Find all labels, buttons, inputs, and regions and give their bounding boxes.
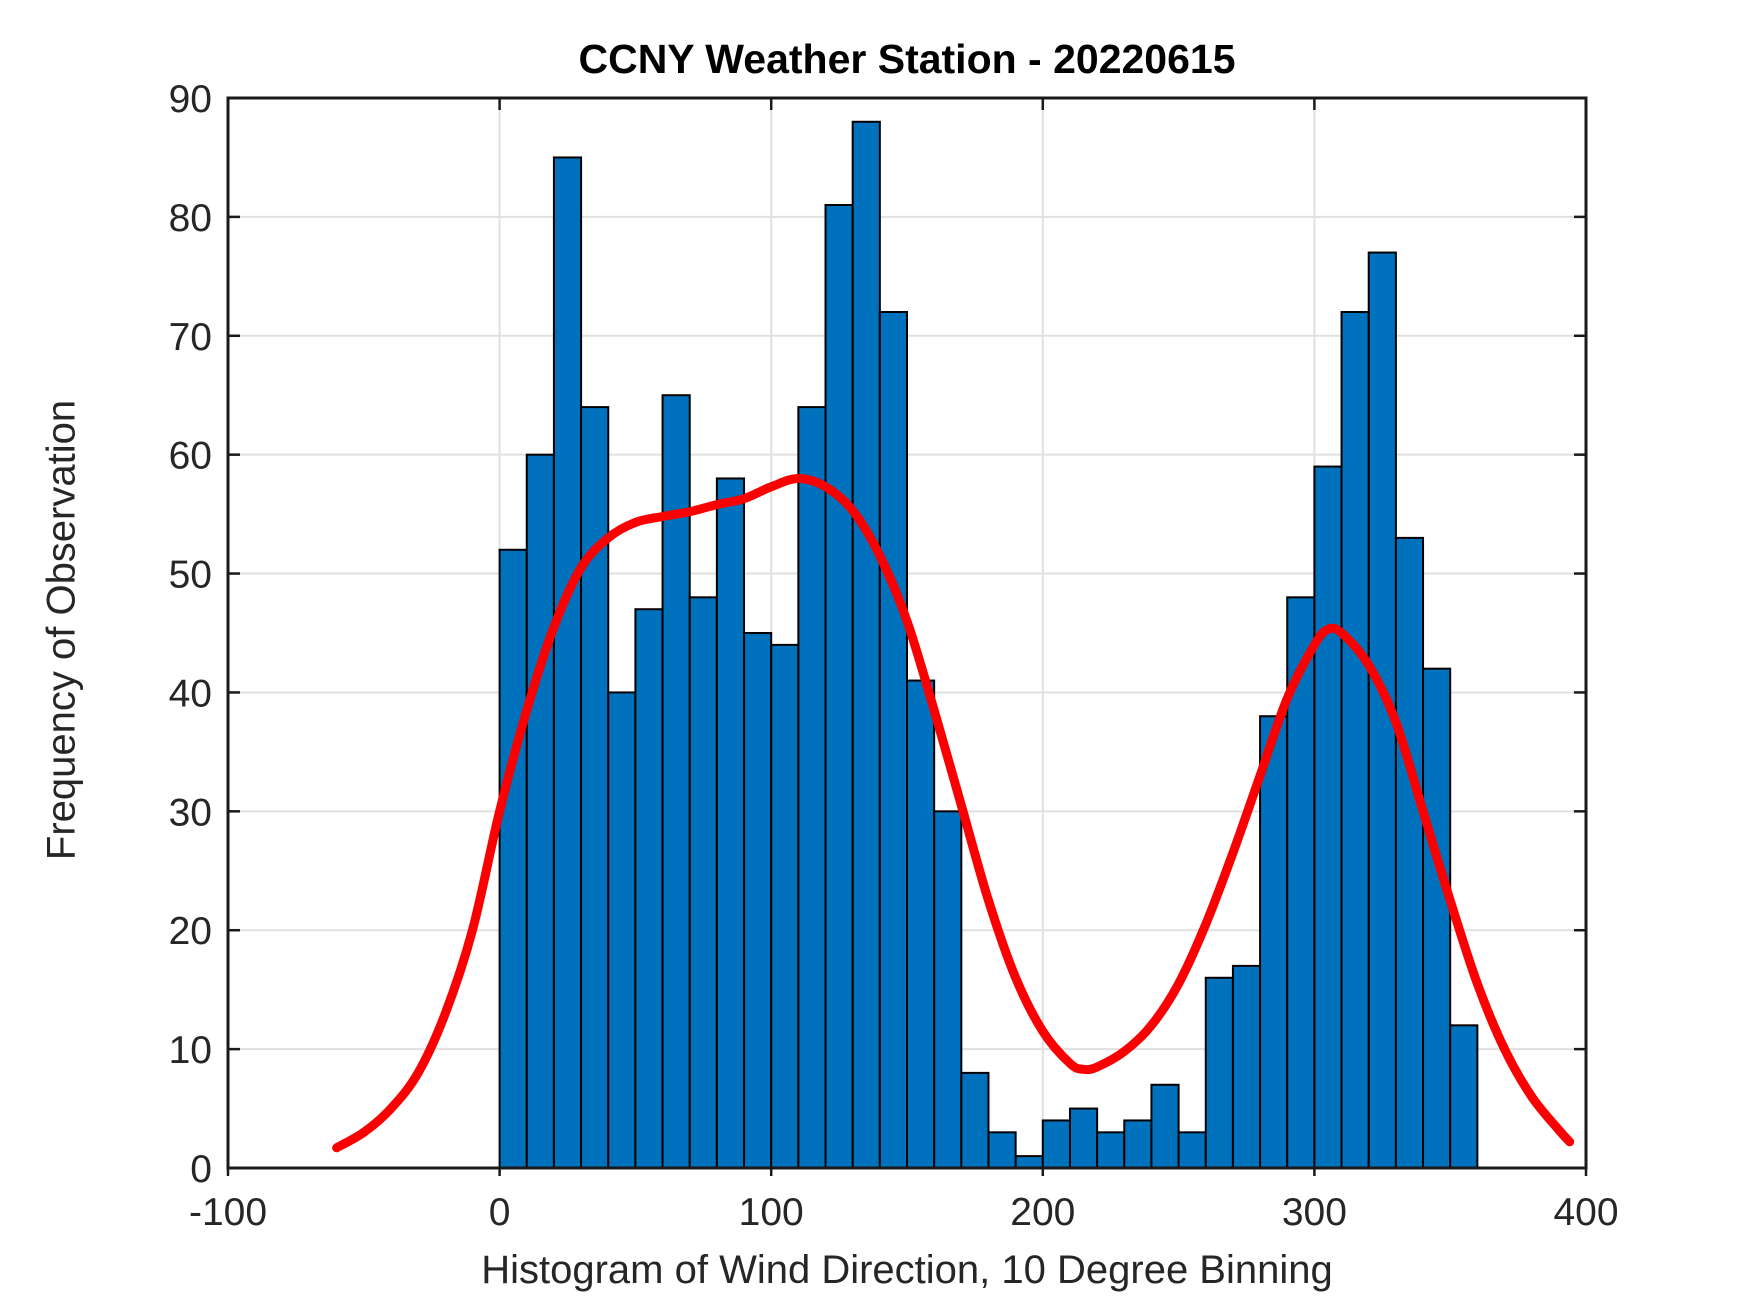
x-tick-label: 100 — [739, 1191, 804, 1234]
histogram-bar — [1422, 667, 1452, 1170]
histogram-bar — [634, 608, 664, 1169]
y-tick-label: 20 — [169, 910, 212, 953]
y-axis-label: Frequency of Observation — [39, 399, 84, 861]
histogram-bar — [525, 453, 555, 1169]
x-tick-label: 300 — [1282, 1191, 1347, 1234]
histogram-bar — [715, 477, 746, 1169]
histogram-bar — [1123, 1119, 1153, 1170]
histogram-bar — [688, 596, 718, 1169]
histogram-bar — [498, 548, 528, 1169]
histogram-bar — [1150, 1083, 1180, 1170]
y-tick-label: 80 — [169, 197, 212, 240]
x-tick-label: 0 — [489, 1191, 511, 1234]
x-tick-label: 200 — [1010, 1191, 1075, 1234]
histogram-bar — [1313, 465, 1343, 1169]
histogram-bar — [1177, 1131, 1207, 1170]
x-tick-label: 400 — [1553, 1191, 1618, 1234]
histogram-bar — [580, 406, 610, 1170]
histogram-bar — [1340, 311, 1370, 1169]
histogram-bar — [851, 120, 881, 1169]
y-tick-label: 10 — [169, 1029, 212, 1072]
y-tick-label: 0 — [190, 1148, 212, 1191]
x-axis-label: Histogram of Wind Direction, 10 Degree B… — [481, 1248, 1333, 1292]
histogram-bar — [1231, 964, 1262, 1170]
histogram-bar — [661, 394, 691, 1169]
histogram-bar — [770, 643, 800, 1169]
histogram-bar — [960, 1071, 990, 1170]
histogram-bar — [987, 1131, 1017, 1170]
histogram-bar — [906, 679, 936, 1169]
axes-box — [226, 96, 1588, 1170]
histogram-bar — [797, 406, 827, 1170]
y-tick-label: 60 — [169, 435, 212, 478]
histogram-bar — [1014, 1155, 1044, 1169]
y-tick-label: 50 — [169, 554, 212, 597]
histogram-bar — [552, 156, 583, 1169]
histogram-bar — [1449, 1024, 1479, 1170]
histogram-bar — [1394, 536, 1425, 1169]
chart-title: CCNY Weather Station - 20220615 — [578, 36, 1236, 82]
y-tick-label: 90 — [169, 78, 212, 121]
histogram-bar — [878, 311, 909, 1169]
x-tick-label: -100 — [189, 1191, 267, 1234]
histogram-bar — [1041, 1119, 1071, 1170]
y-tick-label: 70 — [169, 316, 212, 359]
histogram-bar — [824, 204, 854, 1169]
histogram-bar — [1259, 715, 1289, 1169]
histogram-bar — [1096, 1131, 1126, 1170]
histogram-bar — [743, 632, 773, 1169]
y-tick-label: 30 — [169, 791, 212, 834]
y-tick-label: 40 — [169, 672, 212, 715]
histogram-bar — [1068, 1107, 1099, 1169]
histogram-bar — [1204, 976, 1234, 1169]
histogram-bar — [607, 691, 637, 1169]
histogram-bar — [933, 810, 963, 1169]
bimodal-fit-curve — [332, 473, 1575, 1153]
